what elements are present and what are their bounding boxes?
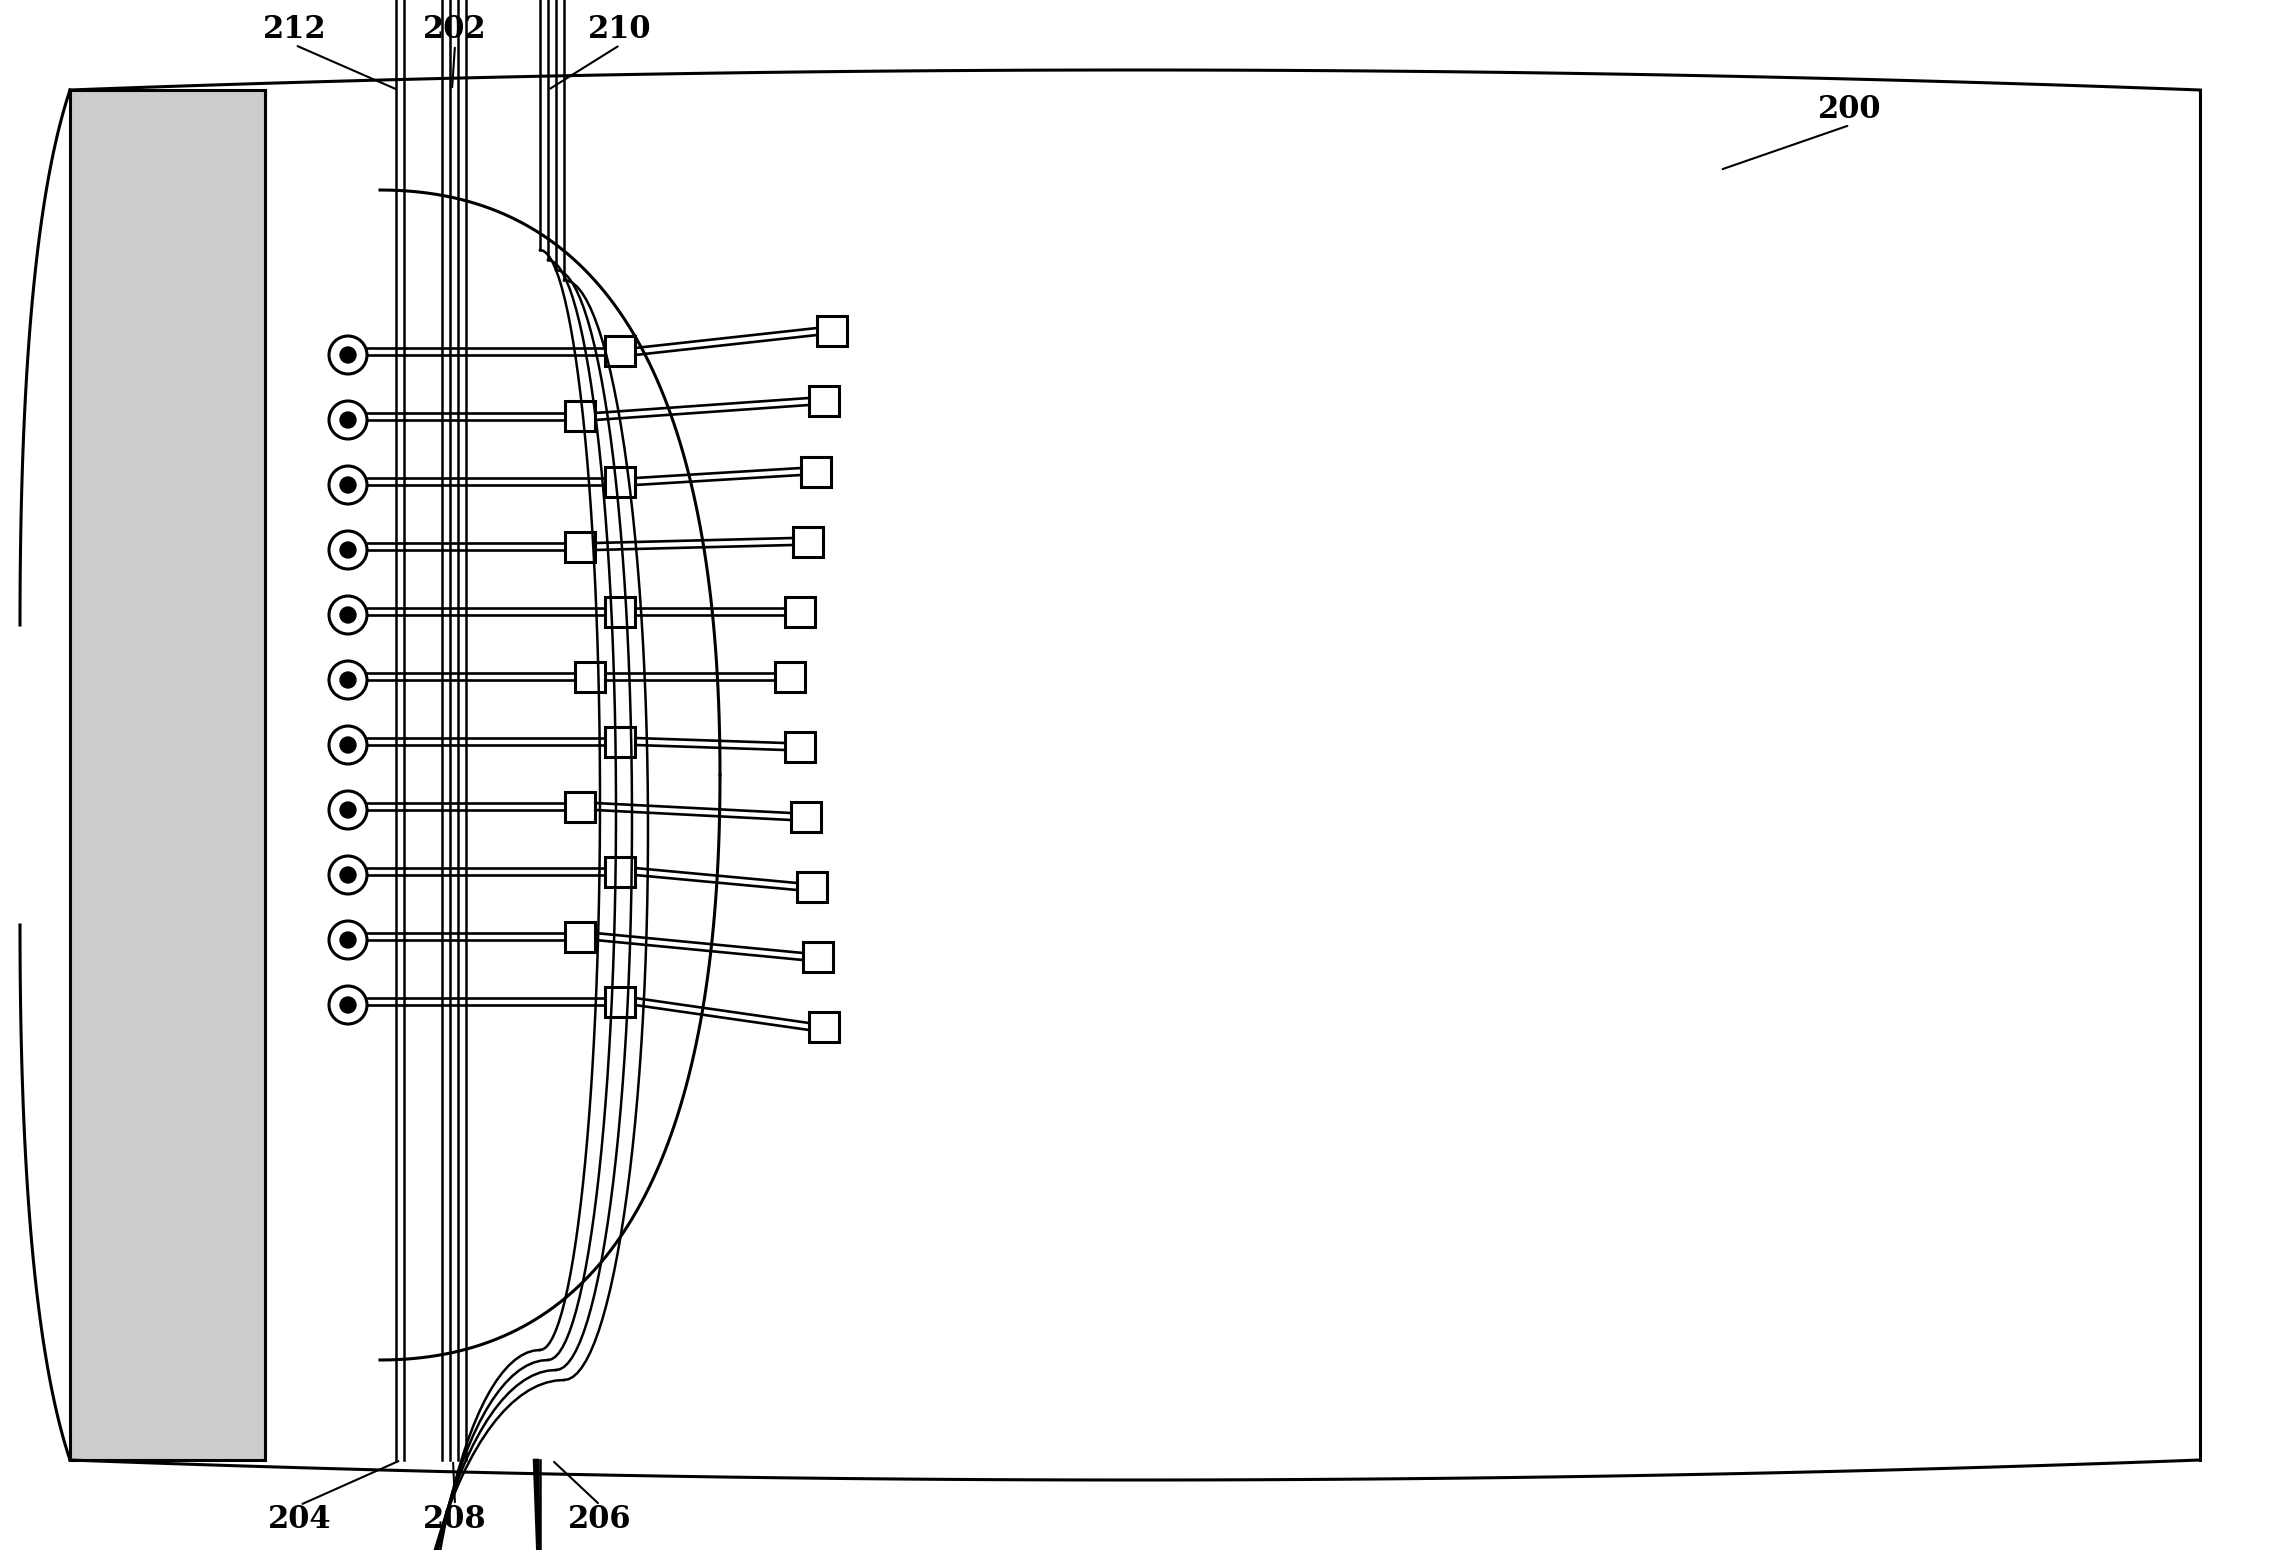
Text: 204: 204 [268, 1505, 331, 1536]
Bar [606, 336, 636, 366]
Circle shape [329, 986, 368, 1025]
Text: 210: 210 [588, 14, 651, 45]
Circle shape [340, 347, 356, 363]
Text: 208: 208 [422, 1505, 486, 1536]
Bar [70, 90, 266, 1460]
Bar [574, 662, 606, 691]
Circle shape [340, 801, 356, 818]
Circle shape [329, 921, 368, 959]
Bar [774, 662, 806, 691]
Circle shape [340, 673, 356, 688]
Bar [606, 597, 636, 626]
Bar [606, 986, 636, 1017]
Circle shape [329, 401, 368, 439]
Circle shape [340, 412, 356, 428]
Text: 206: 206 [568, 1505, 631, 1536]
Text: 202: 202 [422, 14, 486, 45]
Circle shape [340, 736, 356, 753]
Bar [801, 457, 831, 487]
Text: 200: 200 [1818, 95, 1882, 126]
Bar [565, 532, 595, 561]
Bar [817, 316, 847, 347]
Circle shape [329, 597, 368, 634]
Bar [565, 922, 595, 952]
Bar [808, 386, 840, 417]
Circle shape [340, 608, 356, 623]
Bar [797, 871, 826, 902]
Circle shape [329, 532, 368, 569]
Bar [565, 792, 595, 822]
Bar [790, 801, 822, 831]
Bar [808, 1012, 840, 1042]
Circle shape [340, 866, 356, 883]
Text: 212: 212 [263, 14, 327, 45]
Circle shape [329, 336, 368, 374]
Bar [785, 597, 815, 626]
Circle shape [329, 725, 368, 764]
Bar [606, 727, 636, 756]
Bar [606, 467, 636, 496]
Circle shape [329, 790, 368, 829]
Circle shape [340, 932, 356, 949]
Bar [785, 732, 815, 761]
Bar [804, 941, 833, 972]
Circle shape [329, 856, 368, 894]
Bar [565, 401, 595, 431]
Bar [606, 857, 636, 887]
Bar [792, 527, 824, 556]
Circle shape [340, 997, 356, 1014]
Circle shape [340, 542, 356, 558]
Circle shape [340, 477, 356, 493]
Circle shape [329, 660, 368, 699]
Circle shape [329, 467, 368, 504]
